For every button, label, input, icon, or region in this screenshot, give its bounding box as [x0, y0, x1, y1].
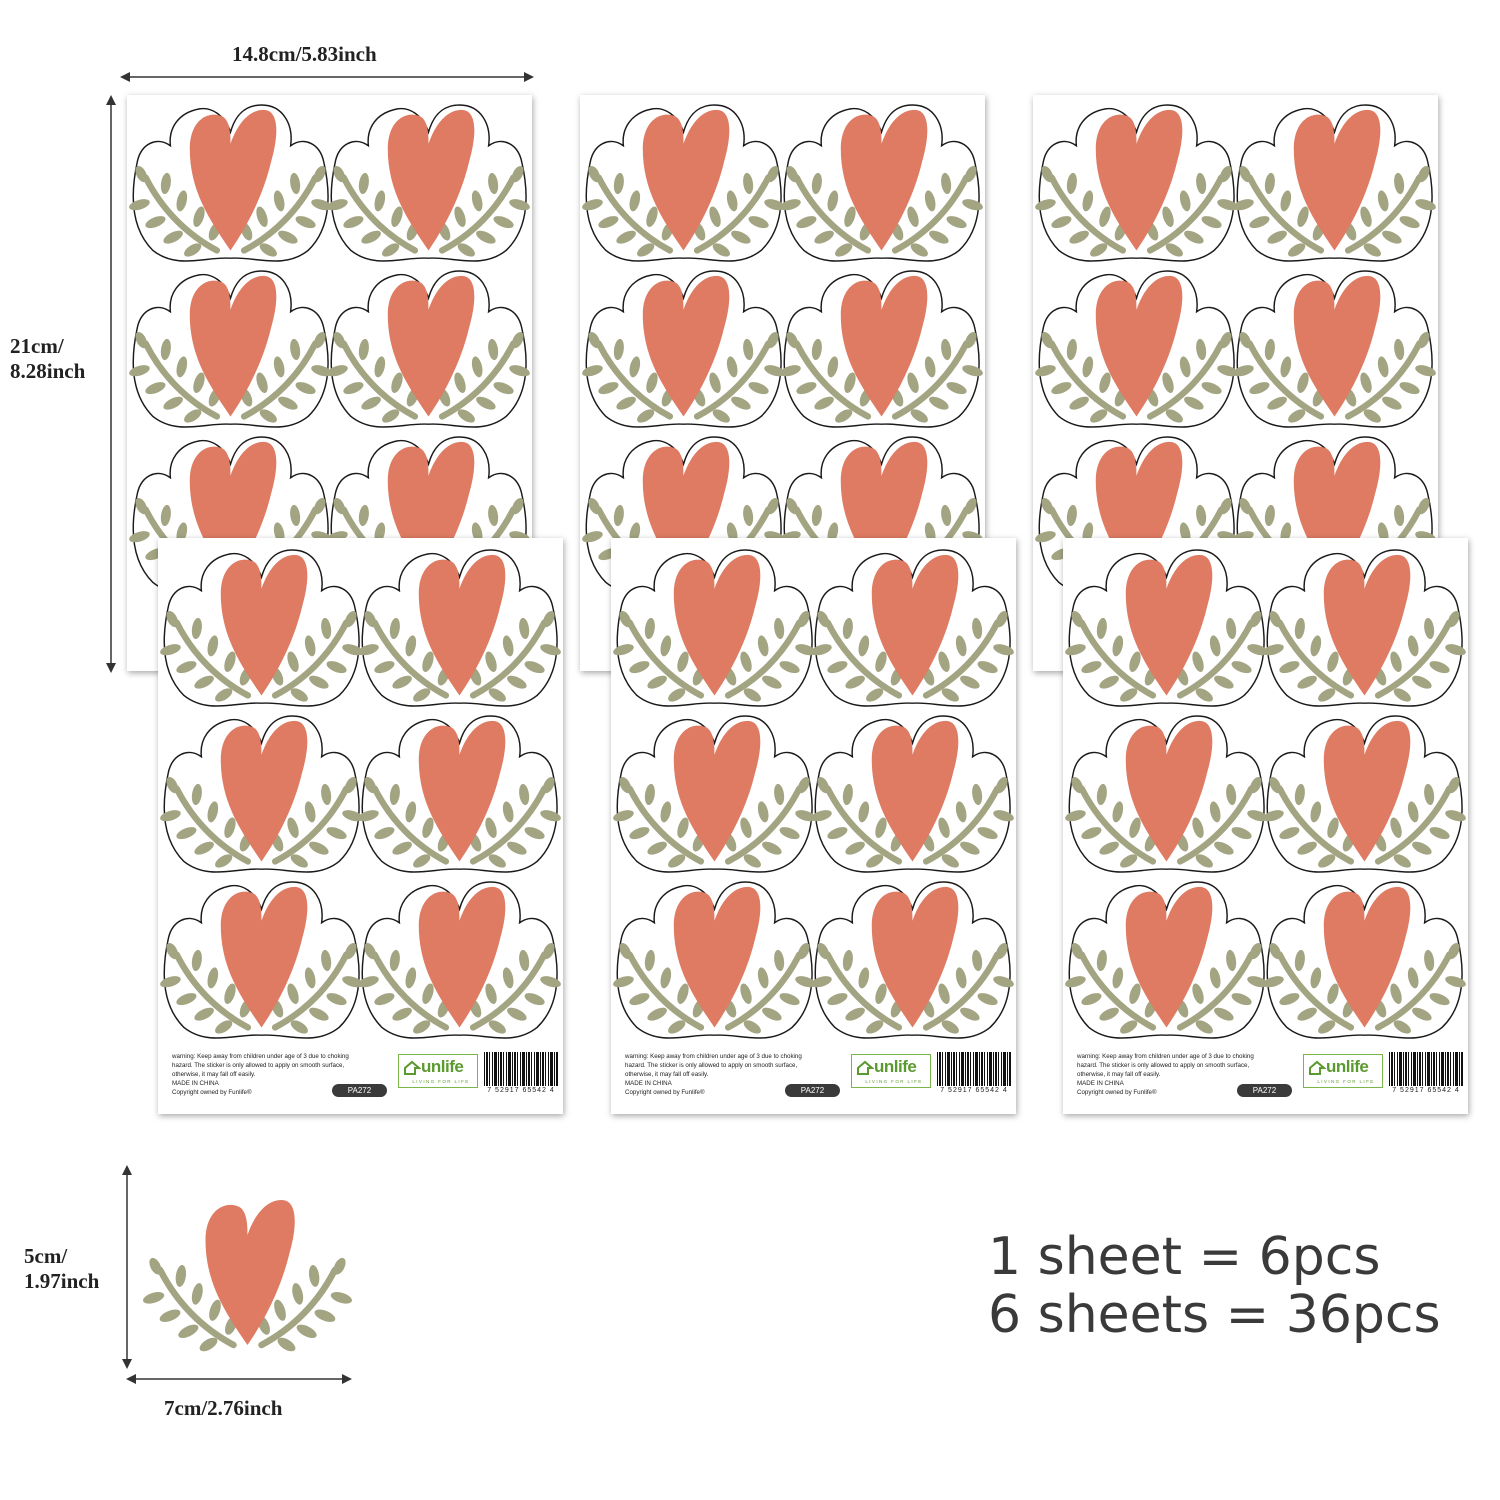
brand-name: unlife [421, 1057, 464, 1076]
warning-line: Copyright owned by Funlife® [625, 1089, 705, 1096]
brand-logo: unlife LIVING FOR LIFE [1303, 1054, 1383, 1088]
brand-logo: unlife LIVING FOR LIFE [851, 1054, 931, 1088]
sheet-footer: warning: Keep away from children under a… [625, 1052, 1011, 1100]
warning-line: otherwise, it may fall off easily. [172, 1071, 256, 1078]
sticker [164, 882, 359, 1042]
sticker [133, 271, 328, 431]
sticker [617, 550, 812, 710]
warning-line: hazard. The sticker is only allowed to a… [172, 1062, 345, 1069]
barcode-number: 7 52917 65542 4 [940, 1087, 1008, 1094]
warning-line: hazard. The sticker is only allowed to a… [625, 1062, 798, 1069]
sticker [331, 271, 526, 431]
warning-line: MADE IN CHINA [172, 1080, 219, 1087]
arrow-logo-icon [857, 1060, 874, 1075]
sticker [815, 716, 1010, 876]
sticker-width-arrow [126, 1374, 352, 1384]
sticker-sheet-5: warning: Keep away from children under a… [611, 538, 1016, 1114]
warning-line: otherwise, it may fall off easily. [1077, 1071, 1161, 1078]
sticker [1237, 271, 1432, 431]
warning-line: warning: Keep away from children under a… [172, 1053, 349, 1060]
warning-line: warning: Keep away from children under a… [625, 1053, 802, 1060]
warning-text: warning: Keep away from children under a… [172, 1052, 382, 1097]
sticker-height-arrow [122, 1165, 132, 1369]
sticker [617, 882, 812, 1042]
brand-logo: unlife LIVING FOR LIFE [398, 1054, 478, 1088]
warning-line: MADE IN CHINA [625, 1080, 672, 1087]
warning-line: hazard. The sticker is only allowed to a… [1077, 1062, 1250, 1069]
sheet-width-arrow [120, 72, 534, 82]
warning-text: warning: Keep away from children under a… [625, 1052, 835, 1097]
warning-line: warning: Keep away from children under a… [1077, 1053, 1254, 1060]
sticker-height-label: 5cm/ 1.97inch [24, 1244, 99, 1294]
barcode [937, 1052, 1011, 1086]
sticker-height-line1: 5cm/ [24, 1244, 68, 1268]
sticker [815, 550, 1010, 710]
brand-name: unlife [1326, 1057, 1369, 1076]
sheet-height-line1: 21cm/ [10, 334, 64, 358]
barcode-number: 7 52917 65542 4 [1392, 1087, 1460, 1094]
sticker [362, 550, 557, 710]
arrow-logo-icon [404, 1060, 421, 1075]
barcode [484, 1052, 558, 1086]
sticker [617, 716, 812, 876]
sheet-height-label: 21cm/ 8.28inch [10, 334, 110, 384]
sticker [1267, 882, 1462, 1042]
sticker [1039, 105, 1234, 265]
sheet-height-line2: 8.28inch [10, 359, 86, 383]
sticker [1069, 550, 1264, 710]
sticker [1237, 105, 1432, 265]
summary-line-sheet: 1 sheet = 6pcs [988, 1227, 1381, 1287]
sticker [1069, 882, 1264, 1042]
sticker [362, 716, 557, 876]
sticker [784, 105, 979, 265]
single-sticker-sample [145, 1195, 350, 1360]
sheet-height-arrow [106, 95, 116, 673]
warning-text: warning: Keep away from children under a… [1077, 1052, 1287, 1097]
sticker [586, 105, 781, 265]
warning-line: otherwise, it may fall off easily. [625, 1071, 709, 1078]
sticker-sheet-6: warning: Keep away from children under a… [1063, 538, 1468, 1114]
sheet-footer: warning: Keep away from children under a… [172, 1052, 558, 1100]
sticker [1039, 271, 1234, 431]
brand-tagline: LIVING FOR LIFE [412, 1079, 470, 1084]
brand-tagline: LIVING FOR LIFE [865, 1079, 923, 1084]
sticker-height-line2: 1.97inch [24, 1269, 100, 1293]
barcode [1389, 1052, 1463, 1086]
warning-line: Copyright owned by Funlife® [1077, 1089, 1157, 1096]
sticker [331, 105, 526, 265]
sticker [362, 882, 557, 1042]
sticker [133, 105, 328, 265]
sticker-width-label: 7cm/2.76inch [164, 1396, 283, 1420]
sticker [784, 271, 979, 431]
warning-line: MADE IN CHINA [1077, 1080, 1124, 1087]
brand-tagline: LIVING FOR LIFE [1317, 1079, 1375, 1084]
brand-name: unlife [874, 1057, 917, 1076]
sticker [1267, 716, 1462, 876]
sticker [164, 716, 359, 876]
arrow-logo-icon [1309, 1060, 1326, 1075]
sticker [815, 882, 1010, 1042]
product-code-badge: PA272 [1237, 1084, 1292, 1097]
barcode-number: 7 52917 65542 4 [487, 1087, 555, 1094]
sticker [1069, 716, 1264, 876]
quantity-summary: 1 sheet = 6pcs 6 sheets = 36pcs [988, 1228, 1441, 1344]
sticker [164, 550, 359, 710]
product-code-badge: PA272 [332, 1084, 387, 1097]
sticker [1267, 550, 1462, 710]
sheet-footer: warning: Keep away from children under a… [1077, 1052, 1463, 1100]
sticker-sheet-4: warning: Keep away from children under a… [158, 538, 563, 1114]
product-code-badge: PA272 [785, 1084, 840, 1097]
sheet-width-label: 14.8cm/5.83inch [232, 42, 377, 66]
sticker [586, 271, 781, 431]
warning-line: Copyright owned by Funlife® [172, 1089, 252, 1096]
summary-line-total: 6 sheets = 36pcs [988, 1285, 1441, 1345]
